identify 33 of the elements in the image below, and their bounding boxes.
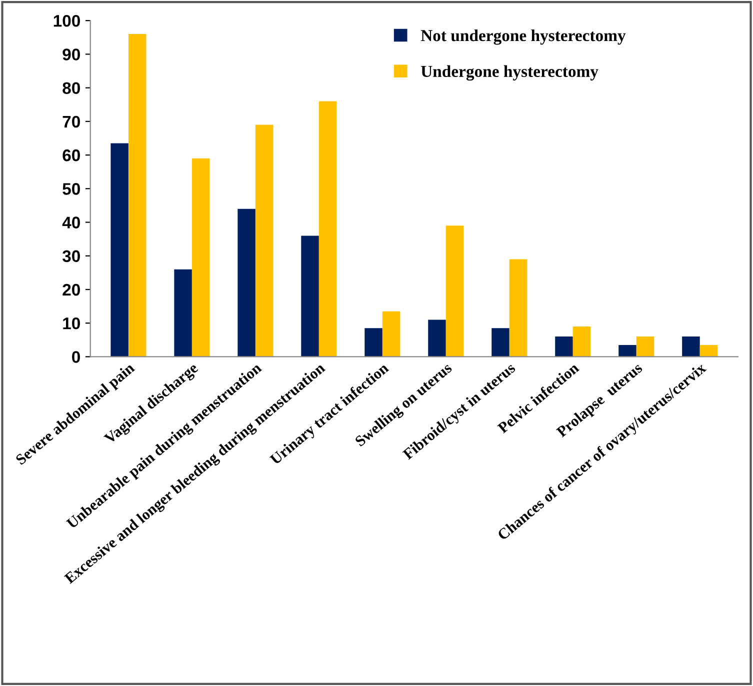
bar <box>255 124 274 357</box>
bar <box>238 208 256 357</box>
legend-label: Not undergone hysterectomy <box>420 29 626 45</box>
y-tick-label: 30 <box>62 250 80 262</box>
y-tick-label: 100 <box>54 14 80 27</box>
bar <box>682 336 700 357</box>
y-tick-label: 10 <box>63 318 80 330</box>
bar <box>636 336 654 357</box>
y-tick-label: 40 <box>62 216 80 228</box>
bar <box>555 336 573 357</box>
y-tick-label: 80 <box>62 82 80 94</box>
bar <box>128 34 146 357</box>
bar <box>700 344 718 357</box>
bar <box>110 143 128 357</box>
bar <box>446 226 464 357</box>
bar <box>174 269 192 357</box>
bar <box>618 344 636 357</box>
bar <box>428 320 446 357</box>
y-tick-label: 90 <box>62 48 80 60</box>
bar <box>192 158 210 357</box>
legend-label: Undergone hysterectomy <box>420 65 598 81</box>
y-tick-label: 20 <box>62 284 80 296</box>
y-tick-label: 50 <box>62 183 80 195</box>
bar <box>301 236 319 357</box>
bar <box>509 259 528 357</box>
y-tick-label: 70 <box>62 116 80 128</box>
bar <box>382 311 400 357</box>
bar <box>364 328 382 357</box>
bar <box>572 326 591 357</box>
bar <box>492 328 510 357</box>
y-tick-label: 60 <box>62 149 80 162</box>
bar <box>318 101 337 357</box>
y-tick-label: 0 <box>72 351 80 363</box>
